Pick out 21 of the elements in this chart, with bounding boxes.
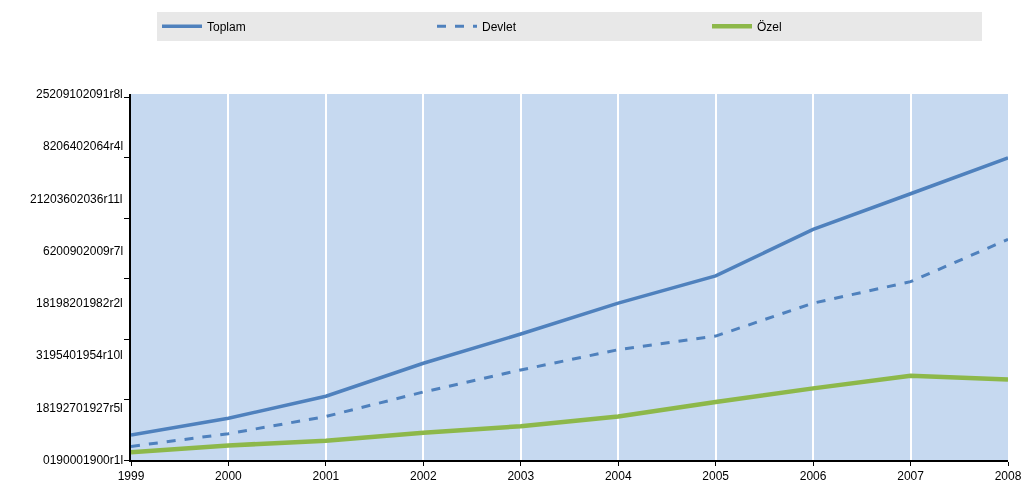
text: 0190001900r1l xyxy=(43,453,124,467)
x-tick-label: 1999 xyxy=(117,469,145,484)
text: 3195401954r10l xyxy=(36,348,123,362)
text: 21203602036r11l xyxy=(30,192,123,206)
x-tick-label: 2003 xyxy=(507,469,535,484)
x-tick-label: 2005 xyxy=(702,469,730,484)
x-tick-label: 2006 xyxy=(799,469,827,484)
legend-label: Devlet xyxy=(482,19,517,34)
text: 6200902009r7l xyxy=(43,244,124,258)
x-tick-label: 2004 xyxy=(604,469,632,484)
legend-label: Toplam xyxy=(207,19,246,34)
legend-label: Özel xyxy=(757,19,782,34)
text: 18198201982r2l xyxy=(36,296,123,310)
x-tick-label: 2008 xyxy=(994,469,1022,484)
text: 8206402064r4l xyxy=(43,139,124,153)
text: 25209102091r8l xyxy=(36,87,123,101)
text: 18192701927r5l xyxy=(36,401,123,415)
x-tick-label: 2002 xyxy=(409,469,437,484)
x-tick-label: 2001 xyxy=(312,469,340,484)
x-tick-label: 2007 xyxy=(897,469,925,484)
x-tick-label: 2000 xyxy=(215,469,243,484)
